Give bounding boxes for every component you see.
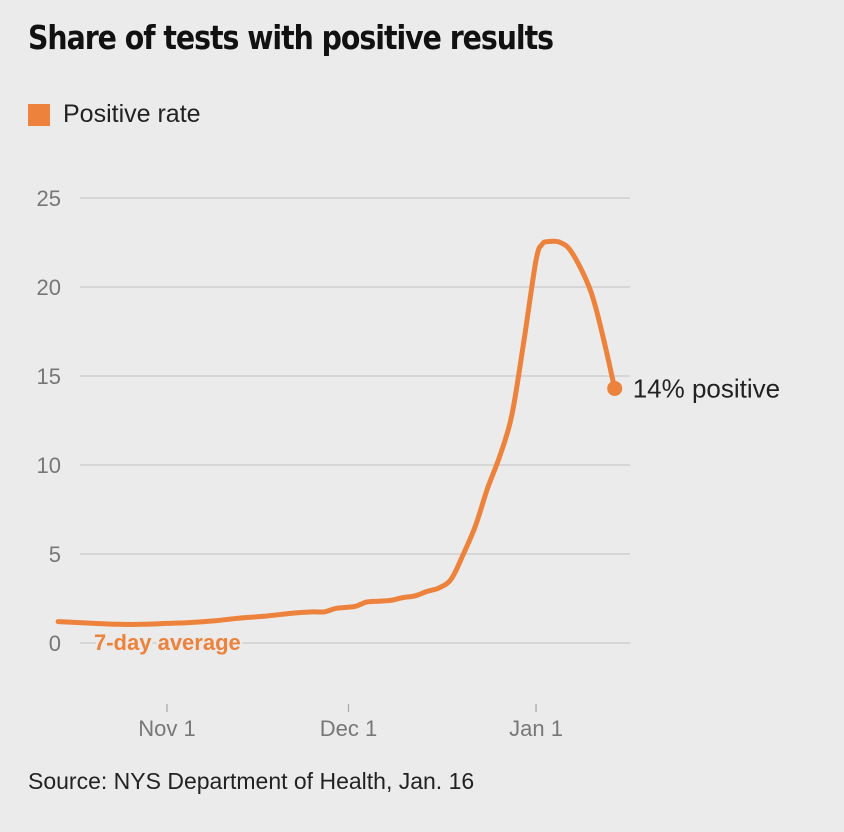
y-tick-label-0: 0: [49, 631, 61, 656]
series-line-positive-rate: [55, 238, 618, 627]
y-tick-label-5: 5: [49, 542, 61, 567]
x-tick-label-1: Dec 1: [320, 716, 377, 741]
series-label: 7-day average: [94, 630, 241, 655]
chart-title: Share of tests with positive results: [28, 18, 554, 57]
source-note: Source: NYS Department of Health, Jan. 1…: [28, 768, 475, 794]
y-tick-label-20: 20: [37, 275, 61, 300]
y-tick-label-10: 10: [37, 453, 61, 478]
x-axis: Nov 1 Dec 1 Jan 1: [138, 704, 563, 741]
y-tick-label-25: 25: [37, 186, 61, 211]
y-tick-label-15: 15: [37, 364, 61, 389]
series-layer: [55, 238, 623, 627]
end-value-label: 14% positive: [633, 373, 780, 403]
x-tick-label-2: Jan 1: [509, 716, 563, 741]
legend: Positive rate: [28, 100, 201, 129]
end-point-marker: [607, 380, 623, 396]
y-axis: 0 5 10 15 20 25: [37, 186, 61, 656]
line-chart: 0 5 10 15 20 25 Nov 1 Dec 1 Jan 1 7-day average…: [37, 186, 781, 741]
x-tick-label-0: Nov 1: [138, 716, 195, 741]
gridlines: [80, 197, 630, 644]
legend-label: Positive rate: [63, 100, 201, 128]
legend-swatch: [28, 103, 50, 126]
